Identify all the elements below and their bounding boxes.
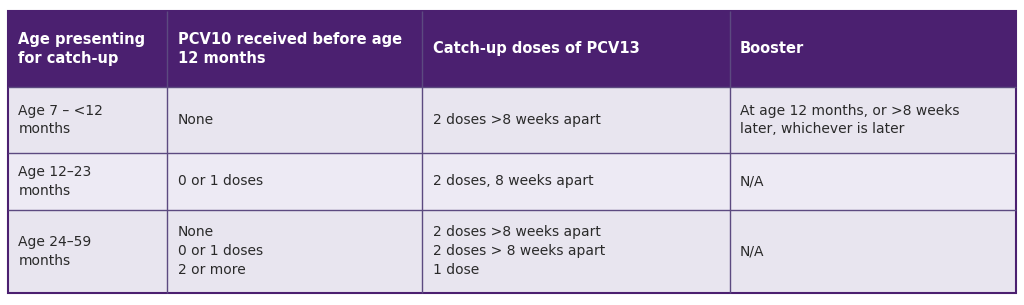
Text: Age 24–59
months: Age 24–59 months [18, 235, 92, 268]
Bar [8, 210, 167, 293]
Bar [730, 210, 1016, 293]
Text: PCV10 received before age
12 months: PCV10 received before age 12 months [177, 32, 401, 66]
Bar [167, 153, 422, 210]
Text: 2 doses >8 weeks apart: 2 doses >8 weeks apart [432, 113, 600, 127]
Text: Age 7 – <12
months: Age 7 – <12 months [18, 103, 103, 136]
Bar [422, 153, 730, 210]
Text: Age presenting
for catch-up: Age presenting for catch-up [18, 32, 145, 66]
Bar [167, 210, 422, 293]
Text: N/A: N/A [740, 174, 764, 188]
Bar [422, 210, 730, 293]
Bar [8, 153, 167, 210]
Text: None: None [177, 113, 214, 127]
Bar [422, 87, 730, 153]
Bar [730, 87, 1016, 153]
Text: None
0 or 1 doses
2 or more: None 0 or 1 doses 2 or more [177, 225, 263, 277]
Text: 0 or 1 doses: 0 or 1 doses [177, 174, 263, 188]
Bar [730, 153, 1016, 210]
Text: Age 12–23
months: Age 12–23 months [18, 165, 92, 198]
Text: N/A: N/A [740, 244, 764, 258]
Bar [730, 11, 1016, 87]
Bar [8, 87, 167, 153]
Text: 2 doses >8 weeks apart
2 doses > 8 weeks apart
1 dose: 2 doses >8 weeks apart 2 doses > 8 weeks… [432, 225, 605, 277]
Bar [167, 87, 422, 153]
Text: Booster: Booster [740, 41, 804, 56]
Bar [422, 11, 730, 87]
Bar [167, 11, 422, 87]
Text: Catch-up doses of PCV13: Catch-up doses of PCV13 [432, 41, 639, 56]
Text: 2 doses, 8 weeks apart: 2 doses, 8 weeks apart [432, 174, 593, 188]
Bar [8, 11, 167, 87]
Text: At age 12 months, or >8 weeks
later, whichever is later: At age 12 months, or >8 weeks later, whi… [740, 103, 959, 136]
